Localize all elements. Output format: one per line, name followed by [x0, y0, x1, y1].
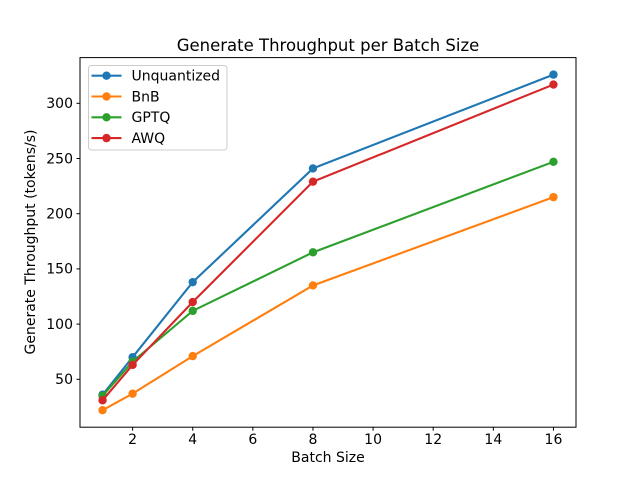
legend-marker-gptq: [102, 113, 111, 122]
x-tick-label: 12: [424, 432, 442, 448]
legend-marker-bnb: [102, 92, 111, 101]
legend-label-bnb: BnB: [132, 89, 160, 105]
series-marker-unquantized: [188, 277, 197, 287]
x-tick-label: 2: [128, 432, 137, 448]
series-marker-awq: [128, 360, 137, 370]
x-tick-label: 8: [309, 432, 318, 448]
y-tick-label: 50: [55, 372, 73, 388]
series-marker-unquantized: [308, 164, 318, 173]
series-marker-bnb: [549, 192, 558, 202]
legend-marker-unquantized: [102, 71, 111, 80]
y-tick-label: 150: [46, 262, 73, 278]
y-tick-label: 250: [46, 151, 73, 167]
legend-marker-awq: [102, 133, 111, 143]
x-tick-label: 10: [364, 432, 382, 448]
legend-label-unquantized: Unquantized: [132, 69, 221, 85]
series-line-bnb: [101, 196, 555, 412]
legend-label-gptq: GPTQ: [132, 110, 171, 126]
y-tick-label: 100: [46, 317, 73, 333]
legend-box: [88, 65, 228, 151]
series-marker-bnb: [128, 389, 137, 398]
x-tick-label: 14: [484, 432, 502, 448]
series-marker-unquantized: [549, 70, 558, 79]
x-tick-label: 6: [248, 432, 257, 448]
series-marker-bnb: [188, 351, 197, 361]
x-tick-label: 4: [188, 432, 197, 448]
y-axis-label: Generate Throughput (tokens/s): [23, 129, 39, 355]
series-marker-awq: [188, 297, 197, 307]
x-tick-label: 16: [545, 432, 563, 448]
y-tick-label: 300: [46, 96, 73, 112]
series-marker-awq: [98, 396, 107, 405]
legend-label-awq: AWQ: [132, 131, 166, 147]
series-marker-awq: [549, 80, 558, 89]
series-marker-bnb: [98, 405, 107, 415]
series-marker-awq: [308, 177, 318, 186]
series-marker-bnb: [308, 281, 318, 290]
series-marker-gptq: [188, 306, 197, 316]
y-tick-label: 200: [46, 206, 73, 222]
plot-border: [79, 57, 577, 428]
series-marker-gptq: [549, 157, 558, 167]
series-marker-gptq: [308, 248, 318, 257]
chart-title: Generate Throughput per Batch Size: [176, 36, 480, 55]
x-axis-label: Batch Size: [291, 450, 365, 466]
